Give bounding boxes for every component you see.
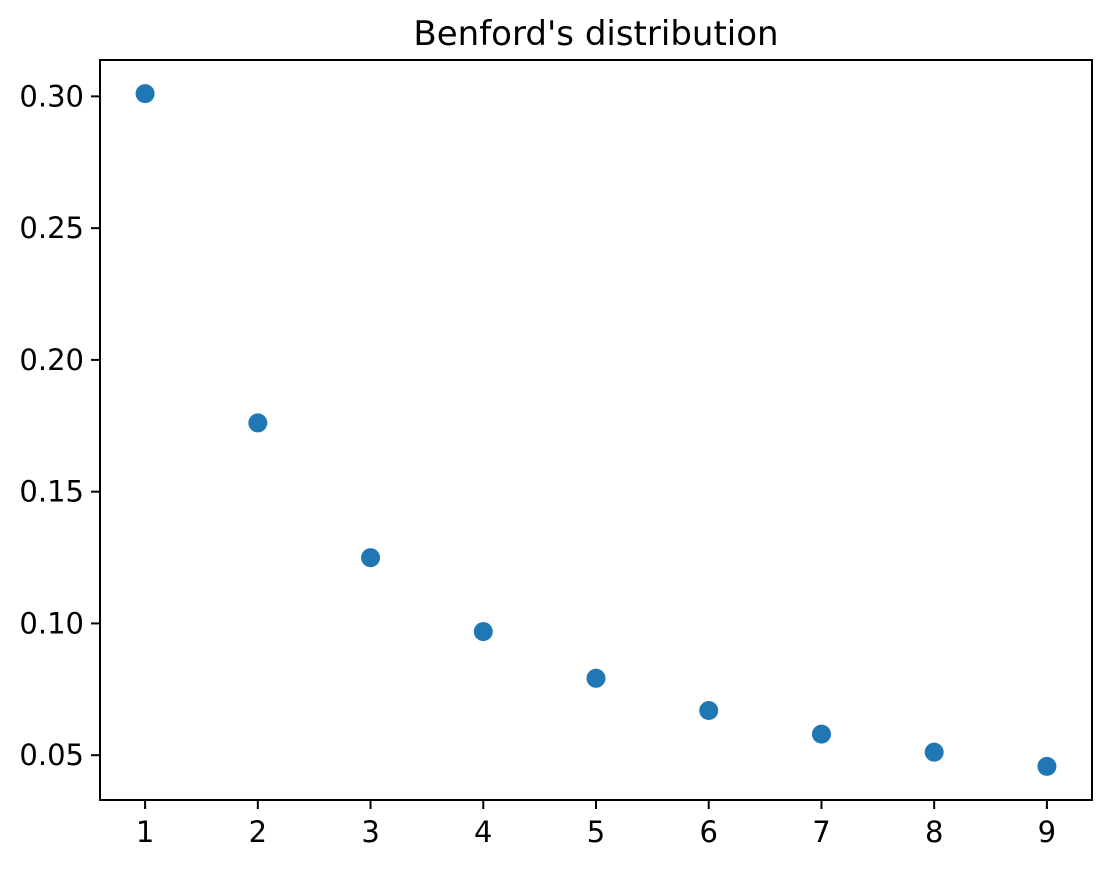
y-axis-tick-label: 0.15 — [19, 475, 84, 509]
x-axis-tick-label: 8 — [925, 815, 943, 849]
data-point — [361, 548, 381, 568]
data-point — [924, 742, 944, 762]
data-point — [586, 668, 606, 688]
x-axis-tick-label: 1 — [136, 815, 154, 849]
y-axis-tick-label: 0.25 — [19, 211, 84, 245]
y-axis-tick-label: 0.05 — [19, 738, 84, 772]
y-axis-tick-label: 0.10 — [19, 606, 84, 640]
data-point — [1037, 756, 1057, 776]
x-axis-tick-label: 5 — [587, 815, 605, 849]
x-axis-tick-label: 4 — [474, 815, 492, 849]
x-axis-tick-label: 9 — [1038, 815, 1056, 849]
x-axis-tick-label: 3 — [361, 815, 379, 849]
data-point — [811, 724, 831, 744]
data-point — [473, 622, 493, 642]
chart-title: Benford's distribution — [413, 14, 778, 54]
points-layer — [135, 84, 1057, 776]
y-axis-tick-label: 0.20 — [19, 343, 84, 377]
ticks-layer — [91, 95, 1048, 809]
data-point — [135, 84, 155, 104]
x-axis-tick-label: 6 — [700, 815, 718, 849]
labels-layer: 1 2 3 4 5 6 7 8 9 0.05 0.10 0.15 0.20 0.25 0.30 — [19, 79, 1056, 849]
plot-border — [99, 59, 1093, 801]
x-axis-tick-label: 2 — [249, 815, 267, 849]
y-axis-tick-label: 0.30 — [19, 79, 84, 113]
data-point — [699, 701, 719, 721]
data-point — [248, 413, 268, 433]
x-axis-tick-label: 7 — [812, 815, 830, 849]
